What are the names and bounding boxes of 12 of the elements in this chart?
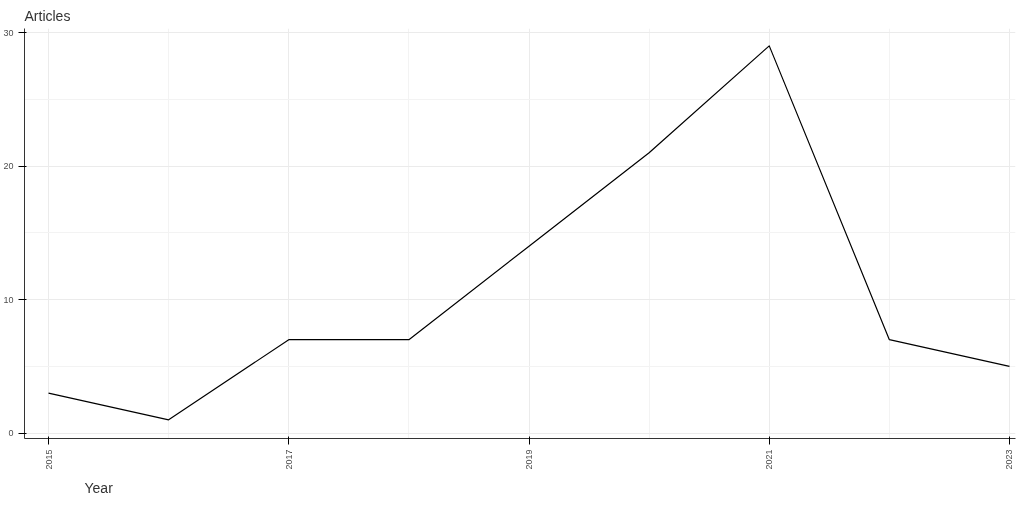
x-tick-label: 2021 — [764, 449, 775, 470]
y-tick-label: 10 — [3, 294, 14, 305]
y-tick-label: 20 — [3, 161, 14, 172]
x-tick-label: 2015 — [43, 449, 54, 470]
y-tick-label: 0 — [8, 428, 14, 439]
line-series — [47, 45, 1011, 421]
x-tick-label: 2017 — [283, 449, 294, 470]
x-tick-label: 2023 — [1004, 449, 1015, 470]
y-axis-title: Articles — [24, 7, 71, 24]
x-axis-title: Year — [84, 479, 114, 496]
y-tick-label: 30 — [3, 27, 14, 38]
x-tick-label: 2019 — [524, 449, 535, 470]
